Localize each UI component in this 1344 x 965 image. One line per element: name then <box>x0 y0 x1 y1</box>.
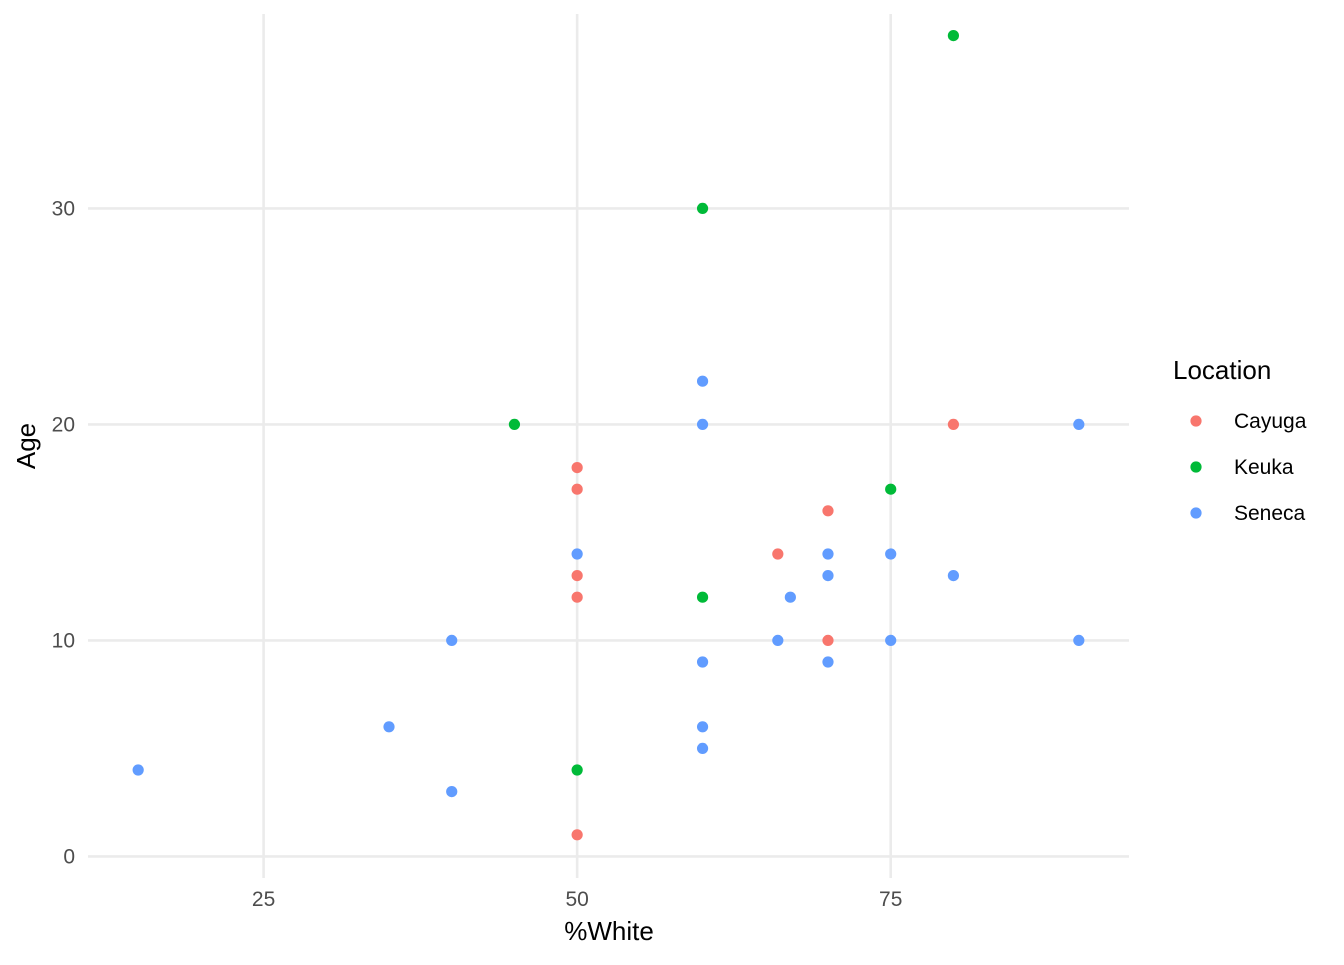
legend-item-keuka: Keuka <box>1190 456 1294 479</box>
data-point-seneca <box>784 591 796 603</box>
x-tick-label: 75 <box>879 888 902 911</box>
data-point-seneca <box>571 548 583 560</box>
legend: Location Cayuga Keuka Seneca <box>1173 355 1307 525</box>
data-point-seneca <box>696 742 709 755</box>
data-point-keuka <box>885 483 897 495</box>
legend-label-keuka: Keuka <box>1234 456 1294 479</box>
data-point-seneca <box>696 656 709 668</box>
data-point-seneca <box>885 548 897 560</box>
y-tick-label: 30 <box>52 197 75 220</box>
grid-lines <box>88 14 1129 878</box>
data-point-keuka <box>947 29 960 42</box>
data-point-seneca <box>885 634 897 647</box>
legend-items: Cayuga Keuka Seneca <box>1190 410 1307 525</box>
data-point-seneca <box>1073 634 1085 647</box>
data-point-seneca <box>696 375 709 387</box>
data-point-seneca <box>696 418 709 430</box>
data-point-keuka <box>696 202 709 214</box>
data-point-seneca <box>822 656 834 668</box>
data-point-seneca <box>132 764 144 776</box>
legend-item-cayuga: Cayuga <box>1190 410 1307 433</box>
tick-labels: 25 50 75 0 10 20 30 <box>52 197 903 911</box>
x-tick-label: 50 <box>565 888 588 911</box>
data-point-seneca <box>383 721 395 733</box>
data-point-cayuga <box>772 548 784 560</box>
data-point-keuka <box>508 418 521 430</box>
y-axis-title: Age <box>11 423 41 469</box>
data-point-cayuga <box>571 570 583 582</box>
legend-label-seneca: Seneca <box>1234 502 1306 525</box>
y-tick-label: 10 <box>52 629 75 652</box>
data-point-cayuga <box>571 829 583 841</box>
data-point-cayuga <box>822 505 834 517</box>
y-tick-label: 0 <box>63 845 75 868</box>
legend-item-seneca: Seneca <box>1190 502 1306 525</box>
legend-title: Location <box>1173 355 1271 385</box>
data-point-keuka <box>571 764 583 776</box>
legend-key-seneca <box>1190 507 1202 519</box>
legend-label-cayuga: Cayuga <box>1234 410 1307 433</box>
data-points <box>132 29 1085 841</box>
data-point-seneca <box>772 634 784 647</box>
data-point-cayuga <box>571 591 583 603</box>
data-point-cayuga <box>571 462 583 474</box>
data-point-cayuga <box>822 634 834 647</box>
data-point-seneca <box>822 570 834 582</box>
data-point-seneca <box>947 570 960 582</box>
data-point-seneca <box>446 634 458 647</box>
x-tick-label: 25 <box>252 888 275 911</box>
data-point-seneca <box>1073 418 1085 430</box>
data-point-cayuga <box>947 418 960 430</box>
data-point-seneca <box>822 548 834 560</box>
data-point-cayuga <box>571 483 583 495</box>
legend-key-keuka <box>1190 461 1202 473</box>
data-point-seneca <box>446 786 458 798</box>
x-axis-title: %White <box>564 916 654 946</box>
y-tick-label: 20 <box>52 413 75 436</box>
data-point-keuka <box>696 591 709 603</box>
data-point-seneca <box>696 721 709 733</box>
legend-key-cayuga <box>1190 415 1202 427</box>
